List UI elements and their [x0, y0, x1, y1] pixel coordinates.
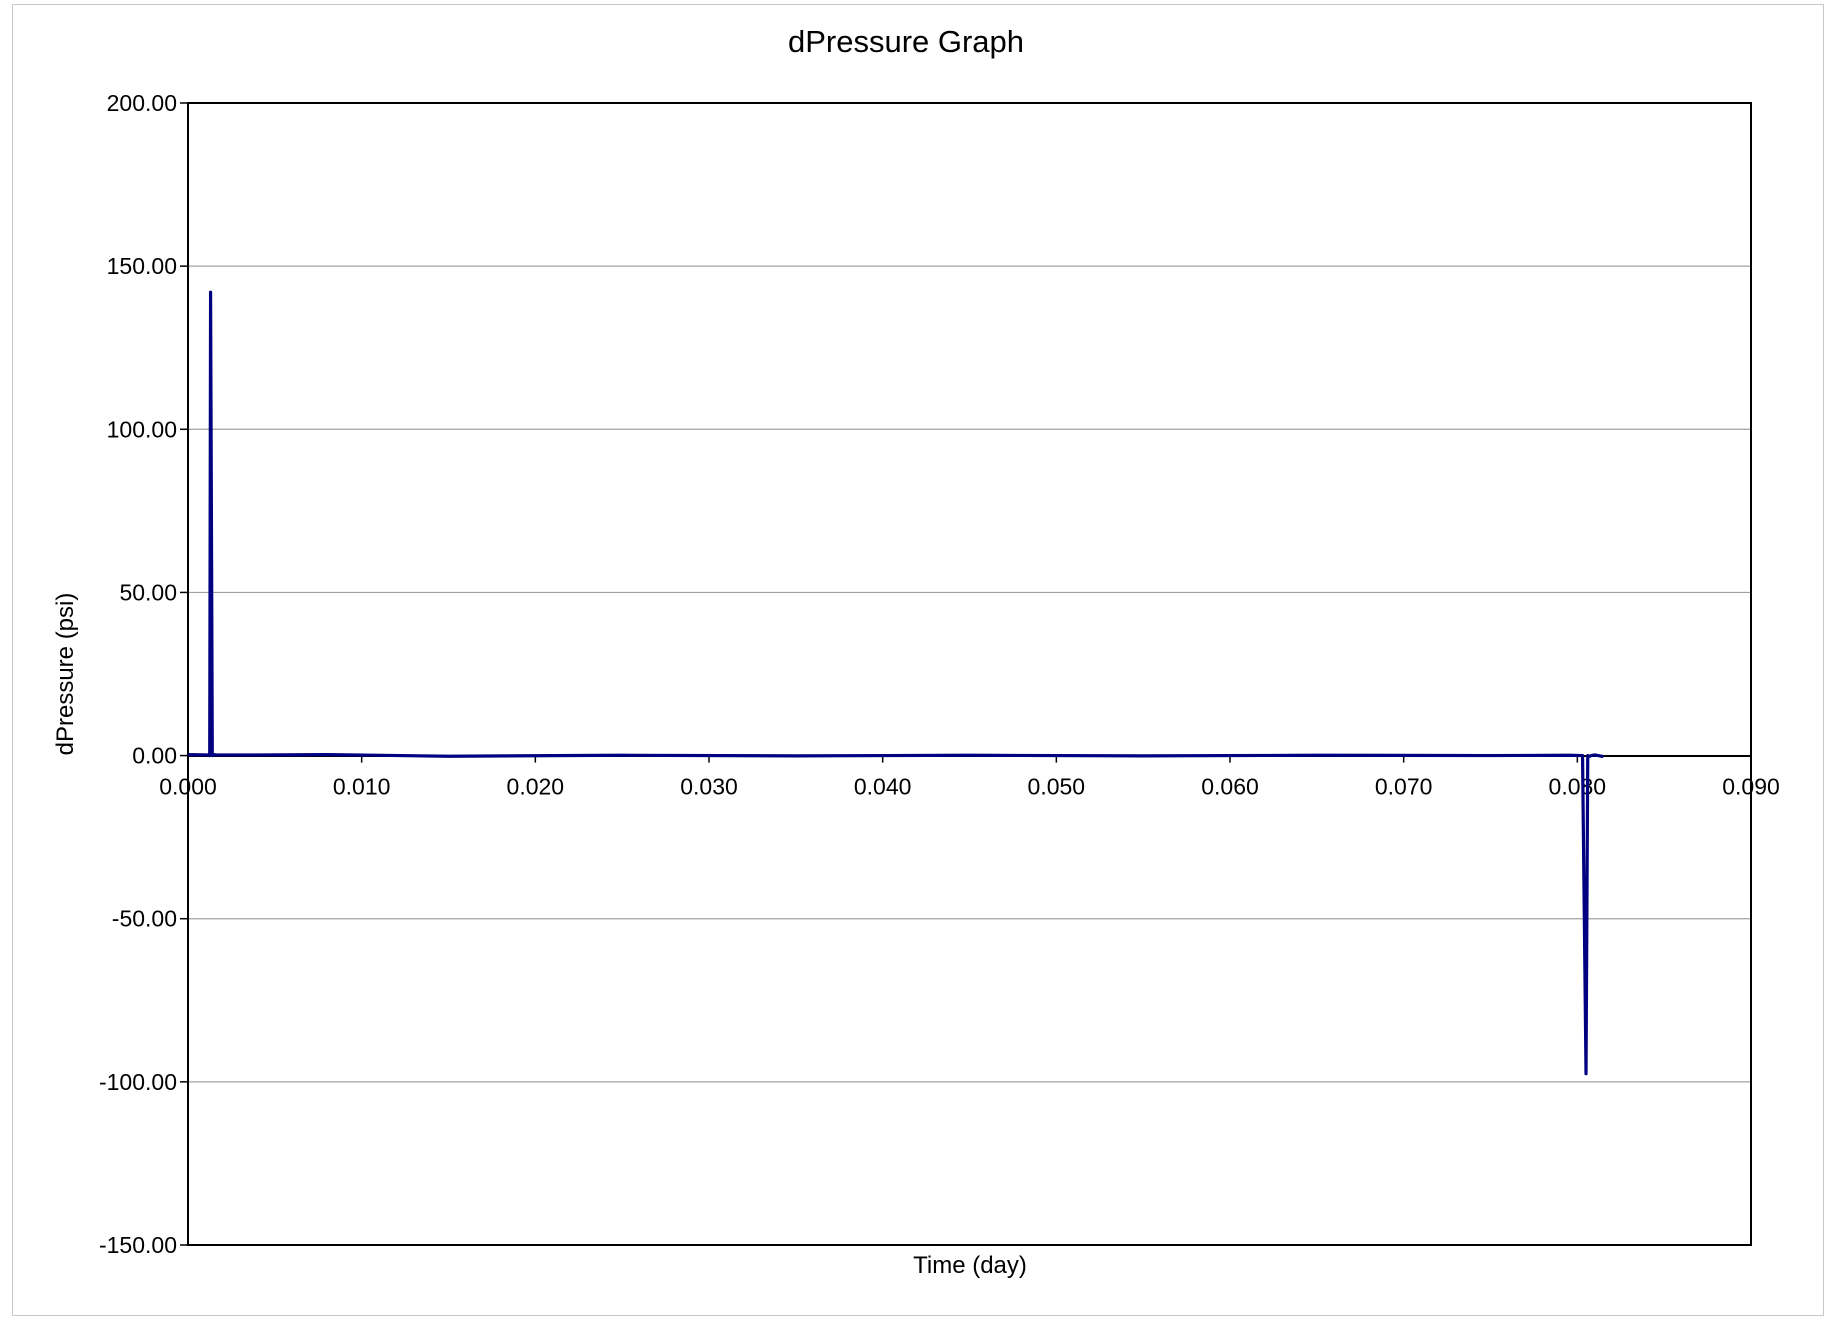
y-tick-label: -150.00 — [99, 1232, 177, 1258]
gridlines — [188, 265, 1751, 1083]
y-tick-label: -50.00 — [112, 906, 177, 932]
y-tick-label: 50.00 — [119, 579, 177, 605]
series-layer — [187, 290, 1604, 1076]
y-tick-label: 150.00 — [107, 253, 177, 279]
y-tick-label: 0.00 — [132, 743, 177, 769]
x-tick-label: 0.000 — [159, 774, 217, 800]
x-tick-labels: 0.000 0.010 0.020 0.030 0.040 0.050 0.060 0.070… — [159, 755, 1780, 800]
series-line — [187, 290, 1604, 1076]
x-tick-label: 0.070 — [1375, 774, 1433, 800]
x-tick-label: 0.090 — [1722, 774, 1780, 800]
chart-svg: dPressure Graph 200.00 150.00 100.00 50.00 0… — [52, 24, 1780, 1279]
y-tick-label: 200.00 — [107, 90, 177, 116]
x-tick-label: 0.010 — [333, 774, 391, 800]
x-tick-label: 0.060 — [1201, 774, 1259, 800]
x-tick-label: 0.080 — [1549, 774, 1607, 800]
chart-frame: dPressure Graph 200.00 150.00 100.00 50.00 0… — [12, 4, 1824, 1316]
y-tick-label: -100.00 — [99, 1069, 177, 1095]
chart-title: dPressure Graph — [788, 24, 1024, 59]
x-tick-label: 0.050 — [1028, 774, 1086, 800]
x-tick-label: 0.030 — [680, 774, 738, 800]
y-tick-labels: 200.00 150.00 100.00 50.00 0.00 -50.00 -100.00… — [99, 90, 188, 1258]
x-tick-label: 0.020 — [507, 774, 565, 800]
y-tick-label: 100.00 — [107, 416, 177, 442]
x-tick-label: 0.040 — [854, 774, 912, 800]
y-axis-label: dPressure (psi) — [52, 593, 79, 756]
plot-area — [187, 102, 1752, 1246]
x-axis-label: Time (day) — [913, 1252, 1027, 1279]
